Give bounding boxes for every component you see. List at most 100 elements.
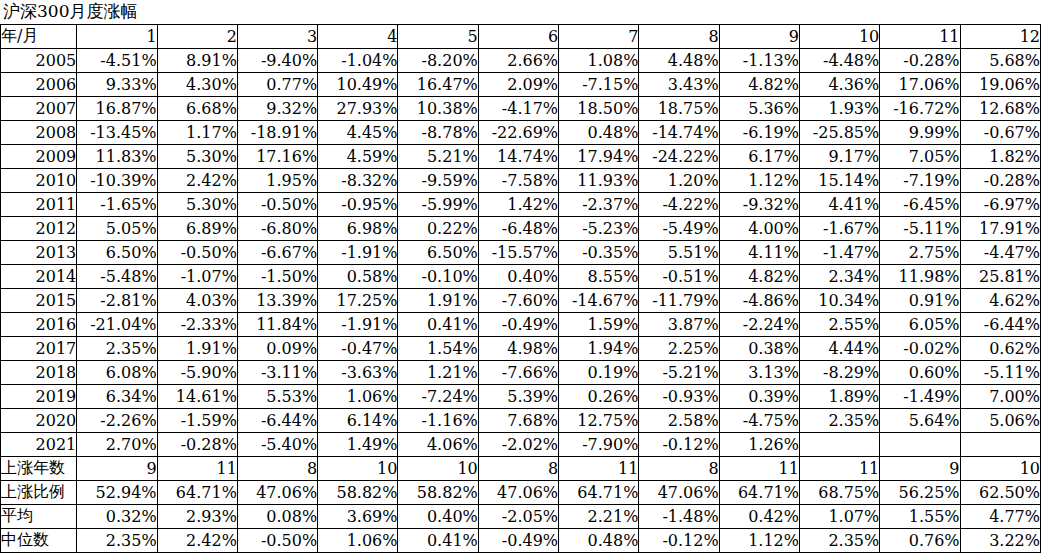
value-cell[interactable]: 2.70% bbox=[77, 433, 157, 457]
value-cell[interactable]: 2.35% bbox=[77, 529, 157, 553]
month-header-cell[interactable]: 1 bbox=[77, 25, 157, 49]
value-cell[interactable]: 15.14% bbox=[799, 169, 879, 193]
value-cell[interactable]: 5.21% bbox=[398, 145, 478, 169]
value-cell[interactable]: 1.82% bbox=[960, 145, 1040, 169]
value-cell[interactable]: -5.40% bbox=[237, 433, 317, 457]
value-cell[interactable]: -0.49% bbox=[478, 529, 558, 553]
value-cell[interactable]: -24.22% bbox=[639, 145, 719, 169]
value-cell[interactable]: 16.87% bbox=[77, 97, 157, 121]
value-cell[interactable]: -7.60% bbox=[478, 289, 558, 313]
value-cell[interactable]: -1.91% bbox=[318, 241, 398, 265]
value-cell[interactable]: -1.16% bbox=[398, 409, 478, 433]
value-cell[interactable]: 2.35% bbox=[799, 409, 879, 433]
value-cell[interactable]: 7.05% bbox=[880, 145, 960, 169]
value-cell[interactable]: -21.04% bbox=[77, 313, 157, 337]
year-label-cell[interactable]: 2008 bbox=[1, 121, 77, 145]
value-cell[interactable]: -18.91% bbox=[237, 121, 317, 145]
value-cell[interactable]: -0.10% bbox=[398, 265, 478, 289]
value-cell[interactable]: 12.68% bbox=[960, 97, 1040, 121]
value-cell[interactable]: -0.51% bbox=[639, 265, 719, 289]
value-cell[interactable]: -0.50% bbox=[237, 529, 317, 553]
value-cell[interactable]: 0.48% bbox=[559, 121, 639, 145]
value-cell[interactable]: 3.22% bbox=[960, 529, 1040, 553]
value-cell[interactable]: 47.06% bbox=[478, 481, 558, 505]
value-cell[interactable]: -0.50% bbox=[237, 193, 317, 217]
value-cell[interactable]: -2.81% bbox=[77, 289, 157, 313]
value-cell[interactable]: 1.06% bbox=[318, 529, 398, 553]
value-cell[interactable]: 2.21% bbox=[559, 505, 639, 529]
value-cell[interactable]: 0.22% bbox=[398, 217, 478, 241]
value-cell[interactable]: 2.66% bbox=[478, 49, 558, 73]
corner-header-cell[interactable]: 年/月 bbox=[1, 25, 77, 49]
value-cell[interactable]: 6.17% bbox=[719, 145, 799, 169]
value-cell[interactable]: 47.06% bbox=[639, 481, 719, 505]
value-cell[interactable]: -4.48% bbox=[799, 49, 879, 73]
value-cell[interactable]: 6.05% bbox=[880, 313, 960, 337]
value-cell[interactable]: 10 bbox=[960, 457, 1040, 481]
value-cell[interactable]: -6.48% bbox=[478, 217, 558, 241]
value-cell[interactable]: 5.30% bbox=[157, 145, 237, 169]
value-cell[interactable]: 11 bbox=[559, 457, 639, 481]
value-cell[interactable]: 0.60% bbox=[880, 361, 960, 385]
value-cell[interactable]: -2.26% bbox=[77, 409, 157, 433]
value-cell[interactable]: 1.54% bbox=[398, 337, 478, 361]
value-cell[interactable]: 0.38% bbox=[719, 337, 799, 361]
value-cell[interactable]: 4.48% bbox=[639, 49, 719, 73]
value-cell[interactable]: 11.98% bbox=[880, 265, 960, 289]
value-cell[interactable]: 9 bbox=[77, 457, 157, 481]
value-cell[interactable]: 4.00% bbox=[719, 217, 799, 241]
value-cell[interactable]: -0.02% bbox=[880, 337, 960, 361]
value-cell[interactable]: 1.59% bbox=[559, 313, 639, 337]
value-cell[interactable]: -6.44% bbox=[237, 409, 317, 433]
year-label-cell[interactable]: 2014 bbox=[1, 265, 77, 289]
value-cell[interactable]: 6.08% bbox=[77, 361, 157, 385]
year-label-cell[interactable]: 2010 bbox=[1, 169, 77, 193]
month-header-cell[interactable]: 12 bbox=[960, 25, 1040, 49]
value-cell[interactable]: -1.07% bbox=[157, 265, 237, 289]
value-cell[interactable]: 17.25% bbox=[318, 289, 398, 313]
value-cell[interactable]: -6.97% bbox=[960, 193, 1040, 217]
month-header-cell[interactable]: 11 bbox=[880, 25, 960, 49]
summary-label-cell[interactable]: 上涨比例 bbox=[1, 481, 77, 505]
value-cell[interactable]: -5.11% bbox=[880, 217, 960, 241]
value-cell[interactable]: 6.68% bbox=[157, 97, 237, 121]
value-cell[interactable]: 2.42% bbox=[157, 529, 237, 553]
value-cell[interactable]: -0.28% bbox=[960, 169, 1040, 193]
value-cell[interactable]: 1.12% bbox=[719, 529, 799, 553]
value-cell[interactable]: 64.71% bbox=[719, 481, 799, 505]
value-cell[interactable]: -0.93% bbox=[639, 385, 719, 409]
value-cell[interactable]: -2.24% bbox=[719, 313, 799, 337]
value-cell[interactable]: 56.25% bbox=[880, 481, 960, 505]
value-cell[interactable]: -4.51% bbox=[77, 49, 157, 73]
year-label-cell[interactable]: 2017 bbox=[1, 337, 77, 361]
value-cell[interactable]: -1.47% bbox=[799, 241, 879, 265]
value-cell[interactable]: -7.15% bbox=[559, 73, 639, 97]
value-cell[interactable]: 2.58% bbox=[639, 409, 719, 433]
value-cell[interactable]: -9.59% bbox=[398, 169, 478, 193]
value-cell[interactable]: -1.04% bbox=[318, 49, 398, 73]
value-cell[interactable]: 1.26% bbox=[719, 433, 799, 457]
value-cell[interactable]: -15.57% bbox=[478, 241, 558, 265]
value-cell[interactable]: 58.82% bbox=[318, 481, 398, 505]
value-cell[interactable]: 64.71% bbox=[559, 481, 639, 505]
value-cell[interactable]: 0.58% bbox=[318, 265, 398, 289]
value-cell[interactable]: -3.63% bbox=[318, 361, 398, 385]
year-label-cell[interactable]: 2016 bbox=[1, 313, 77, 337]
value-cell[interactable]: 2.34% bbox=[799, 265, 879, 289]
value-cell[interactable]: 11.84% bbox=[237, 313, 317, 337]
value-cell[interactable]: 4.82% bbox=[719, 265, 799, 289]
value-cell[interactable]: 12.75% bbox=[559, 409, 639, 433]
value-cell[interactable]: -0.49% bbox=[478, 313, 558, 337]
value-cell[interactable]: 4.77% bbox=[960, 505, 1040, 529]
value-cell[interactable]: 3.13% bbox=[719, 361, 799, 385]
value-cell[interactable]: 2.55% bbox=[799, 313, 879, 337]
value-cell[interactable]: -0.28% bbox=[157, 433, 237, 457]
value-cell[interactable]: 5.36% bbox=[719, 97, 799, 121]
value-cell[interactable]: -0.50% bbox=[157, 241, 237, 265]
value-cell[interactable]: 0.19% bbox=[559, 361, 639, 385]
value-cell[interactable]: 17.94% bbox=[559, 145, 639, 169]
month-header-cell[interactable]: 10 bbox=[799, 25, 879, 49]
value-cell[interactable]: -1.59% bbox=[157, 409, 237, 433]
value-cell[interactable]: 0.41% bbox=[398, 529, 478, 553]
value-cell[interactable]: -1.67% bbox=[799, 217, 879, 241]
